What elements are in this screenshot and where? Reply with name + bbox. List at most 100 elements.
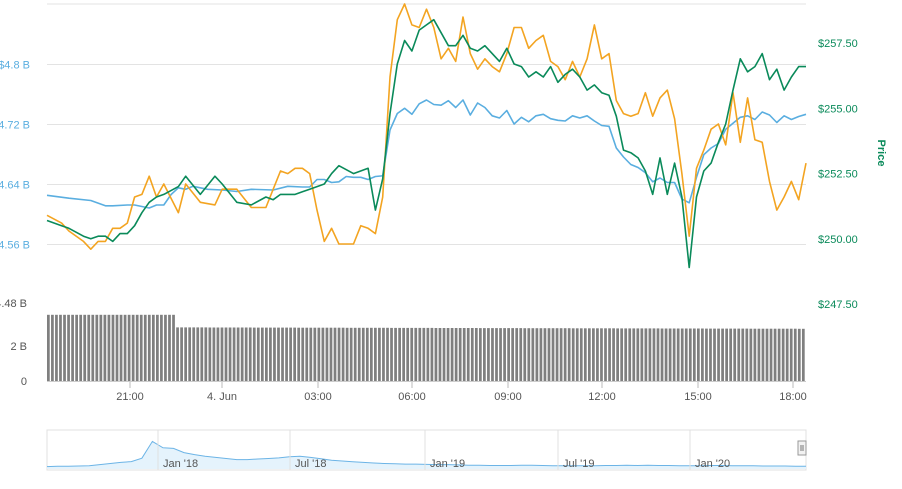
volume-bar (495, 328, 498, 381)
right-axis-tick-label: $247.50 (818, 299, 858, 311)
navigator-axis: Jan '18 Jul '18 Jan '19 Jul '19 Jan '20 (157, 430, 730, 470)
volume-bar (119, 314, 123, 381)
volume-bar (281, 327, 284, 381)
volume-bar (709, 328, 712, 381)
volume-bar (624, 328, 628, 381)
volume-bar (143, 314, 147, 381)
volume-bar (741, 328, 745, 381)
volume-bar (95, 314, 99, 381)
volume-bar (765, 328, 769, 381)
volume-bar (75, 314, 78, 381)
volume-bar (91, 314, 95, 381)
volume-bar (353, 327, 357, 381)
volume-bar (515, 328, 519, 381)
volume-bar (285, 327, 288, 381)
volume-bar (337, 327, 341, 381)
volume-bar (115, 314, 119, 381)
left-axis-tick-label: $4.64 B (0, 180, 30, 192)
volume-bar (386, 327, 389, 381)
volume-bar (644, 328, 648, 381)
volume-bar (575, 328, 579, 381)
volume-bar (333, 327, 337, 381)
volume-bar (567, 328, 571, 381)
volume-bar (640, 328, 644, 381)
volume-bar (83, 314, 87, 381)
volume-bar (789, 328, 793, 381)
volume-bar (176, 327, 179, 381)
volume-bar (491, 328, 494, 381)
volume-bar (204, 327, 208, 381)
volume-bar (749, 328, 753, 381)
volume-bar (596, 328, 599, 381)
navigator-area (47, 441, 806, 469)
volume-bar (99, 314, 103, 381)
volume-bar (228, 327, 232, 381)
volume-bar (434, 328, 438, 381)
volume-bar (123, 314, 127, 381)
volume-bar (301, 327, 305, 381)
volume-bar (785, 328, 789, 381)
right-axis-tick-label: $250.00 (818, 234, 858, 246)
volume-bar (151, 314, 155, 381)
volume-bar (200, 327, 204, 381)
volume-bar (212, 327, 216, 381)
volume-bar (801, 328, 805, 381)
volume-bar (523, 328, 527, 381)
right-axis-tick-label: $257.50 (818, 38, 858, 50)
navigator-tick-label: Jan '19 (430, 458, 465, 470)
volume-bar (378, 327, 381, 381)
navigator-tick-label: Jul '18 (295, 458, 326, 470)
volume-axis-tick-label: $4.48 B (0, 298, 27, 310)
volume-bar (59, 314, 62, 381)
volume-bar (410, 327, 414, 381)
volume-bar (289, 327, 292, 381)
volume-bar (135, 314, 139, 381)
right-axis-tick-label: $255.00 (818, 103, 858, 115)
volume-bar (236, 327, 240, 381)
left-axis-tick-label: $4.8 B (0, 60, 30, 72)
navigator-tick-label: Jan '18 (163, 458, 198, 470)
volume-bar (325, 327, 329, 381)
volume-bar (240, 327, 244, 381)
time-axis-tick-label: 15:00 (684, 391, 712, 403)
volume-bar (547, 328, 551, 381)
volume-bar (745, 328, 749, 381)
volume-bar (503, 328, 506, 381)
volume-bar (365, 327, 369, 381)
volume-bar (220, 327, 224, 381)
volume-bar (757, 328, 761, 381)
volume-axis: $4.48 B 2 B 0 (0, 298, 27, 388)
navigator[interactable] (46, 429, 807, 471)
volume-bar (248, 327, 252, 381)
volume-bar (442, 328, 446, 381)
volume-bar (265, 327, 268, 381)
volume-bar (466, 328, 470, 381)
volume-bar (470, 328, 474, 381)
volume-bar (426, 327, 430, 381)
volume-bar (499, 328, 502, 381)
volume-bar (164, 314, 167, 381)
volume-bar (390, 327, 393, 381)
volume-bar (297, 327, 301, 381)
volume-bar (180, 327, 183, 381)
volume-axis-tick-label: 0 (21, 376, 27, 388)
volume-bar (656, 328, 660, 381)
volume-bar (196, 327, 200, 381)
volume-bar (551, 328, 555, 381)
volume-bar (361, 327, 365, 381)
volume-bar (713, 328, 716, 381)
time-axis-tick-label: 4. Jun (207, 391, 237, 403)
volume-bar (398, 327, 401, 381)
series-line-price (46, 18, 806, 269)
volume-bar (616, 328, 619, 381)
volume-bar (527, 328, 531, 381)
volume-bar (107, 314, 111, 381)
volume-bar (87, 314, 91, 381)
left-axis-tick-label: $4.56 B (0, 240, 30, 252)
volume-bar (127, 314, 131, 381)
navigator-handle[interactable] (797, 440, 807, 456)
volume-bar (555, 328, 559, 381)
navigator-tick-label: Jan '20 (695, 458, 730, 470)
volume-bar (369, 327, 373, 381)
